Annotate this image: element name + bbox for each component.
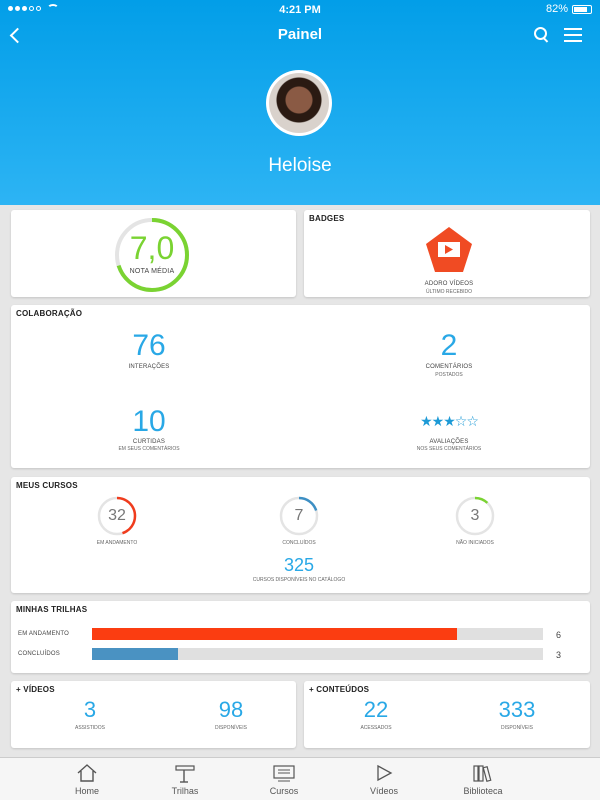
trilha-label-andamento: EM ANDAMENTO <box>18 631 69 637</box>
score-value: 7,0 <box>129 230 175 266</box>
videos-card: + VÍDEOS 3 ASSISTIDOS 98 DISPONÍVEIS <box>11 681 296 748</box>
star-filled-icon: ★ <box>420 413 433 429</box>
avatar[interactable] <box>266 70 332 136</box>
tab-videos-label: Vídeos <box>369 786 399 796</box>
tab-biblioteca[interactable]: Biblioteca <box>453 762 513 796</box>
trilha-bar-andamento[interactable] <box>92 628 543 640</box>
menu-icon[interactable] <box>564 28 582 42</box>
concluidos-ring[interactable] <box>279 496 319 536</box>
trilha-label-concluidos: CONCLUÍDOS <box>18 651 61 657</box>
rating-stars: ★★★☆☆ <box>399 413 499 431</box>
page-title: Painel <box>277 26 323 43</box>
courses-icon <box>273 765 295 782</box>
score-ring <box>115 218 189 292</box>
videos-title: + VÍDEOS <box>16 685 55 694</box>
videos-assistidos-label: ASSISTIDOS <box>74 725 105 731</box>
conteudos-card: + CONTEÚDOS 22 ACESSADOS 333 DISPONÍVEIS <box>304 681 590 748</box>
videos-disponiveis-label: DISPONÍVEIS <box>215 725 247 731</box>
tab-trilhas[interactable]: Trilhas <box>155 762 215 796</box>
cursos-title: MEUS CURSOS <box>16 481 78 490</box>
conteudos-title: + CONTEÚDOS <box>309 685 370 694</box>
catalogo-value[interactable]: 325 <box>283 555 315 575</box>
play-icon <box>377 764 393 782</box>
trilhas-title: MINHAS TRILHAS <box>16 605 88 614</box>
conteudos-acessados-value[interactable]: 22 <box>363 697 389 722</box>
status-bar: 4:21 PM 82% <box>0 0 600 20</box>
comentarios-label: COMENTÁRIOS <box>425 364 473 370</box>
andamento-value: 32 <box>108 507 126 524</box>
colab-title: COLABORAÇÃO <box>16 309 83 318</box>
curtidas-value: 10 <box>132 405 166 438</box>
trilha-bar-concluidos[interactable] <box>92 648 543 660</box>
curtidas-sub: EM SEUS COMENTÁRIOS <box>118 446 180 452</box>
concluidos-value: 7 <box>294 507 304 524</box>
score-label: NOTA MÉDIA <box>129 268 175 275</box>
tab-home[interactable]: Home <box>57 762 117 796</box>
andamento-ring[interactable] <box>97 496 137 536</box>
videos-disponiveis-value[interactable]: 98 <box>218 697 244 722</box>
star-filled-icon: ★ <box>443 413 456 429</box>
battery-percent: 82% <box>545 3 568 15</box>
tab-cursos-label: Cursos <box>269 786 299 796</box>
search-icon[interactable] <box>532 25 552 45</box>
tab-videos[interactable]: Vídeos <box>354 762 414 796</box>
star-empty-icon: ☆ <box>466 413 479 429</box>
naoiniciados-ring[interactable] <box>455 496 495 536</box>
tab-biblioteca-label: Biblioteca <box>463 786 503 796</box>
catalogo-label: CURSOS DISPONÍVEIS NO CATÁLOGO <box>252 577 346 583</box>
conteudos-disponiveis-value[interactable]: 333 <box>498 697 536 722</box>
star-empty-icon: ☆ <box>454 413 468 429</box>
colab-card: COLABORAÇÃO 76 INTERAÇÕES 2 COMENTÁRIOS … <box>11 305 590 468</box>
tab-trilhas-label: Trilhas <box>171 786 199 796</box>
comentarios-value: 2 <box>440 329 458 362</box>
avaliacoes-label: AVALIAÇÕES <box>429 439 469 445</box>
badge-name: ADORO VÍDEOS <box>424 281 474 287</box>
battery-icon <box>572 4 592 14</box>
trilhas-card: MINHAS TRILHAS EM ANDAMENTO 6 CONCLUÍDOS… <box>11 601 590 673</box>
badge-sub: ÚLTIMO RECEBIDO <box>425 289 473 295</box>
naoiniciados-label: NÃO INICIADOS <box>456 540 494 546</box>
trilha-value-concluidos: 3 <box>556 650 562 660</box>
tab-home-label: Home <box>74 786 99 796</box>
conteudos-disponiveis-label: DISPONÍVEIS <box>501 725 533 731</box>
tab-cursos[interactable]: Cursos <box>254 762 314 796</box>
score-card: 7,0 NOTA MÉDIA <box>11 210 296 297</box>
trilha-value-andamento: 6 <box>556 630 562 640</box>
header: 4:21 PM 82% Painel Heloise <box>0 0 600 205</box>
badges-title: BADGES <box>309 214 345 223</box>
videos-assistidos-value[interactable]: 3 <box>83 697 97 722</box>
wifi-icon <box>47 4 59 13</box>
user-name: Heloise <box>268 155 332 176</box>
interacoes-value: 76 <box>132 329 166 362</box>
signpost-icon <box>175 765 195 783</box>
curtidas-label: CURTIDAS <box>132 439 166 445</box>
conteudos-acessados-label: ACESSADOS <box>360 725 392 731</box>
signal-icon <box>8 4 59 13</box>
concluidos-label: CONCLUÍDOS <box>282 540 316 546</box>
avaliacoes-sub: NOS SEUS COMENTÁRIOS <box>416 446 482 452</box>
badges-card: BADGES ADORO VÍDEOS ÚLTIMO RECEBIDO <box>304 210 590 297</box>
tab-bar <box>0 757 600 800</box>
home-icon <box>77 764 97 782</box>
naoiniciados-value: 3 <box>470 507 480 524</box>
cursos-card: MEUS CURSOS 32 EM ANDAMENTO 7 CONCLUÍDOS… <box>11 477 590 593</box>
comentarios-sub: POSTADOS <box>435 372 463 378</box>
library-icon <box>473 765 492 783</box>
status-time: 4:21 PM <box>279 4 321 16</box>
andamento-label: EM ANDAMENTO <box>96 540 138 546</box>
star-filled-icon: ★ <box>431 413 445 429</box>
interacoes-label: INTERAÇÕES <box>128 364 170 370</box>
video-badge-icon[interactable] <box>424 225 474 275</box>
